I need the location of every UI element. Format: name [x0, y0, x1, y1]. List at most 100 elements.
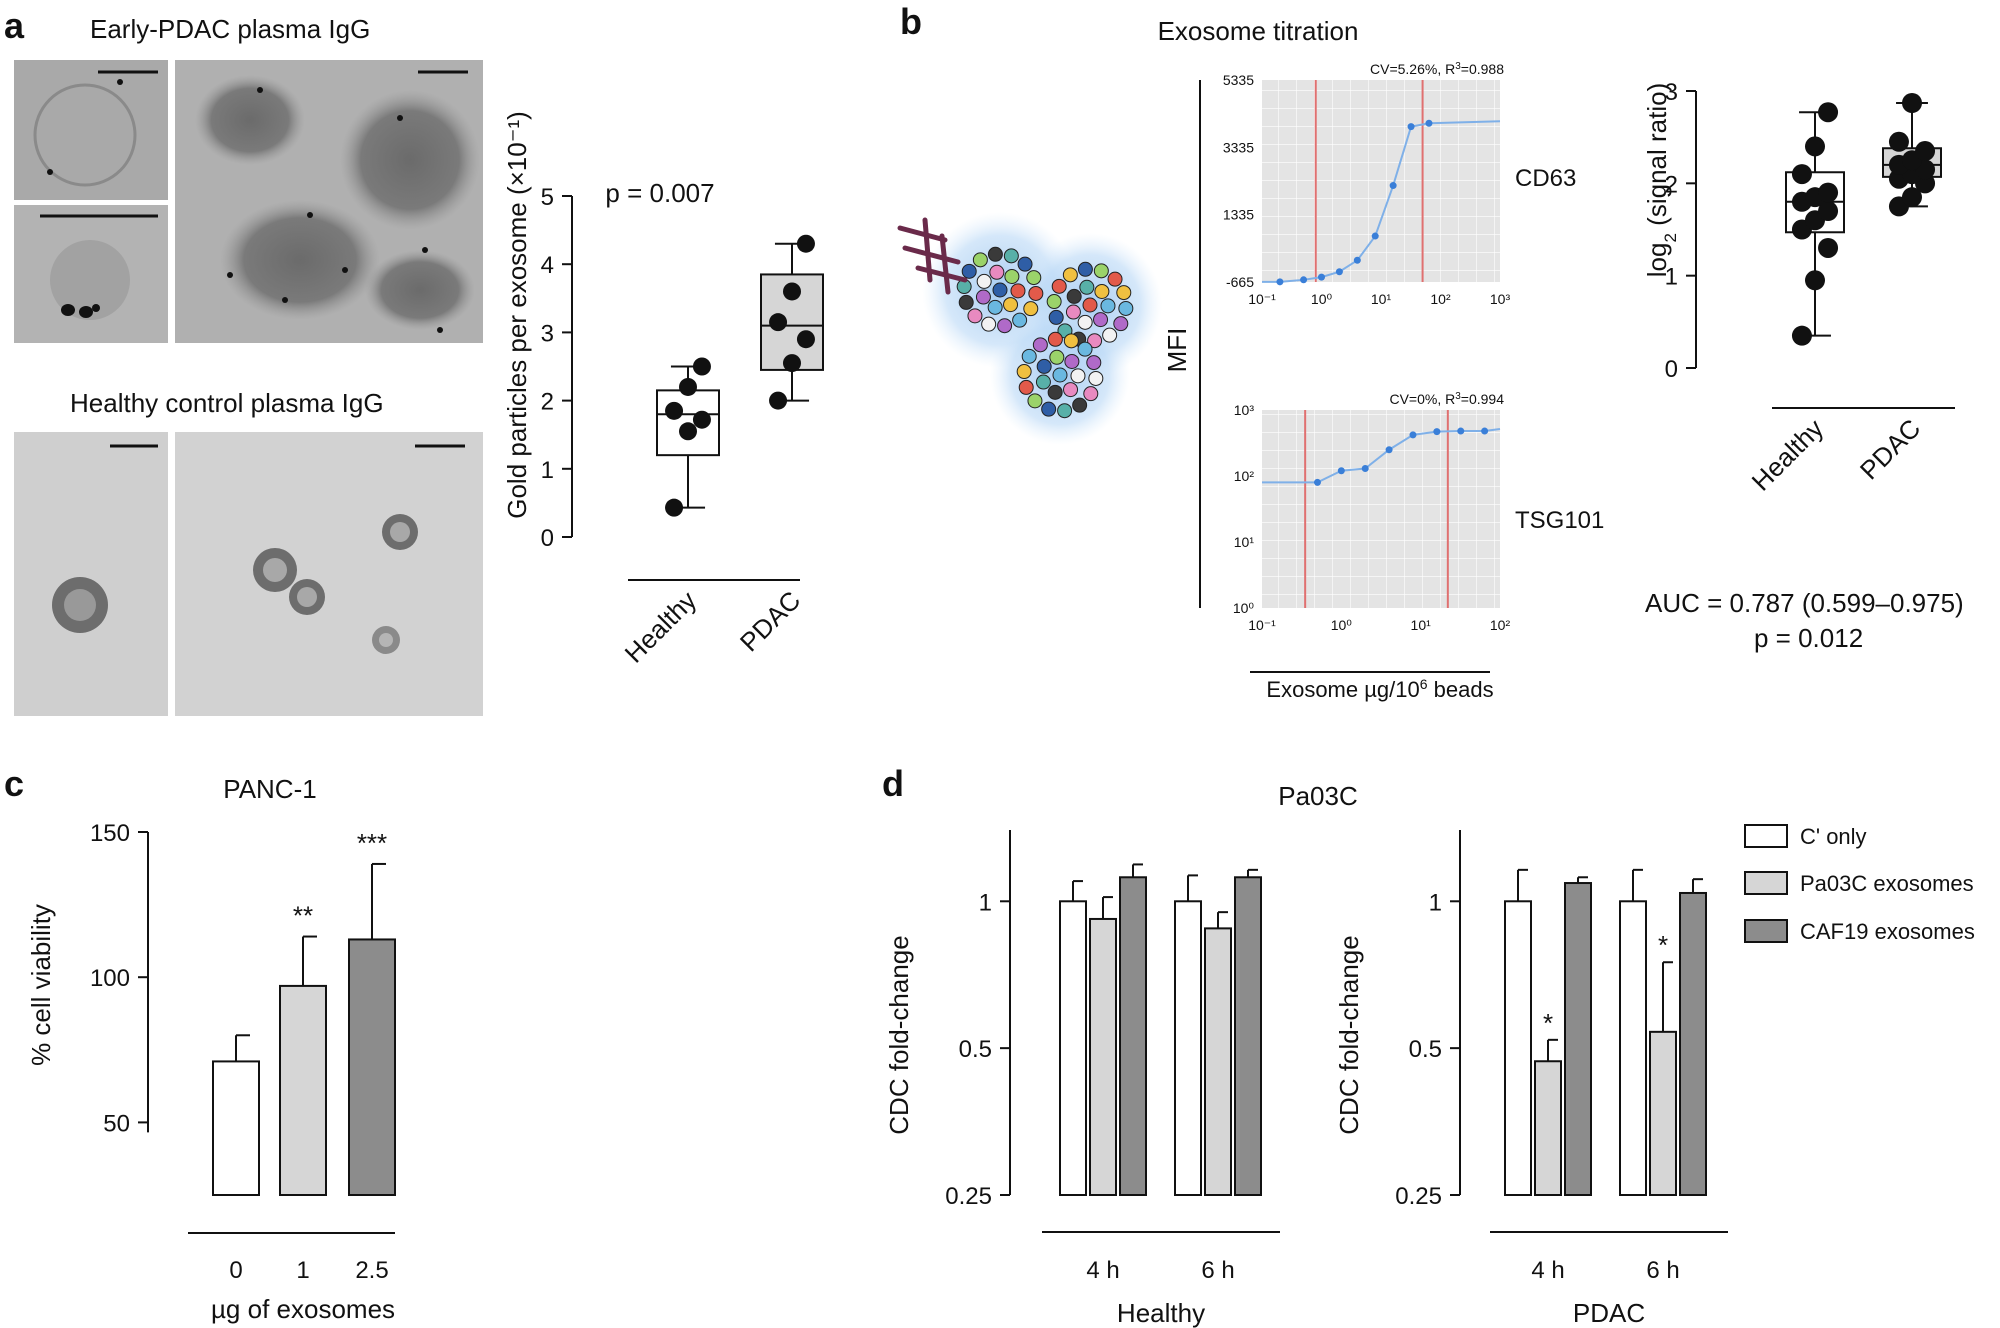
auc-text: AUC = 0.787 (0.599–0.975)	[1645, 588, 1964, 618]
data-point	[1353, 256, 1361, 264]
bead	[992, 282, 1008, 298]
bead	[1016, 364, 1032, 380]
bead	[1048, 309, 1064, 325]
data-point	[1433, 428, 1441, 436]
bead	[1064, 353, 1080, 369]
panel-c-title: PANC-1	[223, 774, 316, 804]
data-point	[769, 391, 788, 410]
panel-b-p-value: p = 0.012	[1754, 623, 1863, 653]
panel-b-xlabel: Exosome µg/106 beads	[1266, 676, 1493, 702]
bead	[1088, 370, 1104, 386]
data-point	[1902, 187, 1922, 208]
bar	[279, 984, 327, 1196]
bar	[1619, 900, 1647, 1197]
bar	[1564, 882, 1592, 1196]
bead	[975, 289, 991, 305]
data-point	[1888, 131, 1909, 152]
panel-a-ylabel: Gold particles per exosome (×10⁻¹)	[502, 111, 532, 519]
bead	[1063, 333, 1079, 349]
data-point	[665, 498, 684, 517]
bead	[1003, 297, 1019, 313]
bead	[1066, 288, 1082, 304]
y-tick-label: 150	[90, 820, 130, 847]
y-tick-label: 1335	[1223, 207, 1254, 223]
bead	[997, 318, 1013, 334]
group-label: PDAC	[1573, 1298, 1645, 1328]
data-point	[1300, 276, 1308, 284]
bead	[1004, 268, 1020, 284]
bead	[1047, 331, 1063, 347]
bar	[1234, 876, 1262, 1196]
y-tick-label: 2	[541, 389, 554, 416]
data-point	[1337, 467, 1345, 475]
y-tick-label: -665	[1226, 274, 1254, 290]
y-tick-label: 3	[541, 320, 554, 347]
data-point	[1791, 164, 1812, 185]
y-tick-label: 1	[541, 457, 554, 484]
legend-label-caf19: CAF19 exosomes	[1800, 919, 1975, 944]
data-point	[679, 422, 697, 441]
bead	[972, 252, 988, 268]
data-point	[1915, 141, 1936, 162]
bead	[1083, 386, 1099, 402]
data-point	[1371, 232, 1379, 240]
y-tick-label: 3	[1665, 79, 1678, 106]
bead	[1113, 316, 1129, 332]
data-point	[692, 357, 711, 376]
bead	[1047, 384, 1063, 400]
exosome-illustration	[897, 212, 1162, 445]
x-tick-label: 10⁻¹	[1248, 291, 1276, 307]
bead	[1017, 256, 1033, 272]
bead	[981, 316, 997, 332]
data-point	[769, 313, 788, 332]
bead	[987, 299, 1003, 315]
data-point	[1481, 427, 1489, 435]
em-top-title: Early-PDAC plasma IgG	[90, 14, 370, 44]
panel-d-healthy-barchart: 0.25 0.5 1 4 h 6 h Healthy	[945, 830, 1280, 1328]
data-point	[1385, 446, 1393, 454]
bar	[1534, 1060, 1562, 1197]
data-point	[1902, 93, 1922, 114]
x-tick-label: 10¹	[1411, 617, 1432, 633]
bead	[1012, 312, 1028, 328]
bar	[1679, 891, 1707, 1196]
bead	[1093, 263, 1109, 279]
bar	[1504, 900, 1532, 1197]
bar	[1204, 927, 1232, 1197]
bead	[1028, 285, 1044, 301]
tsg101-stats: CV=0%, R3=0.994	[1389, 391, 1504, 408]
bead	[967, 308, 983, 324]
panel-b-boxplot: 0 1 2 3 Healthy PDAC	[1665, 79, 1955, 497]
em-image-top-right	[175, 60, 483, 343]
y-tick-label: 3335	[1223, 139, 1254, 155]
bead	[1077, 341, 1093, 357]
bead	[1070, 368, 1086, 384]
legend-label-c-only: C' only	[1800, 824, 1867, 849]
em-bottom-title: Healthy control plasma IgG	[70, 388, 384, 418]
y-tick-label: 0.5	[1409, 1036, 1442, 1063]
bead	[1018, 379, 1034, 395]
y-tick-label: 10²	[1234, 468, 1255, 484]
y-tick-label: 5	[541, 184, 554, 211]
data-point	[1818, 201, 1839, 222]
bead	[1062, 267, 1078, 283]
em-image-top-left-2	[14, 205, 168, 343]
plot-grid	[1262, 410, 1500, 608]
em-image-bottom-left	[14, 432, 168, 716]
x-tick-label: 10³	[1490, 291, 1511, 307]
significance-mark: **	[293, 901, 313, 931]
panel-a-label: a	[4, 5, 25, 46]
bead	[1077, 314, 1093, 330]
cd63-label: CD63	[1515, 165, 1576, 192]
bar	[348, 938, 396, 1196]
bead	[1052, 367, 1068, 383]
bead	[1021, 348, 1037, 364]
bead	[1036, 358, 1052, 374]
bead	[1087, 333, 1103, 349]
bead	[1023, 301, 1039, 317]
y-tick-label: 0.5	[959, 1036, 992, 1063]
data-point	[1407, 123, 1415, 131]
data-point	[679, 377, 697, 396]
